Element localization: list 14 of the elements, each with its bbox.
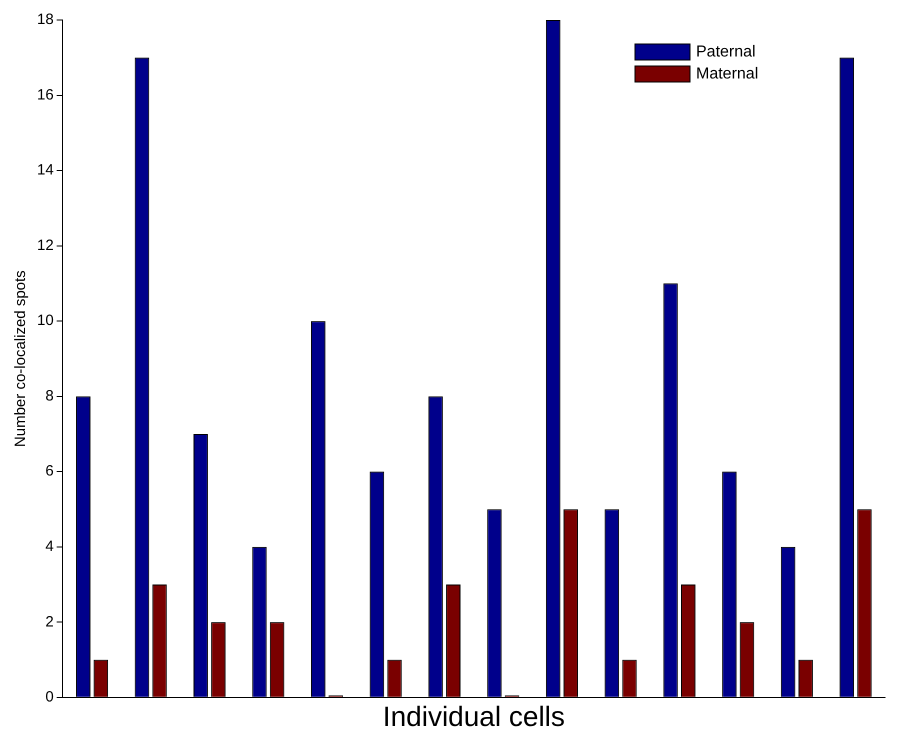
y-axis-title: Number co-localized spots [12, 270, 30, 448]
y-tick-label: 16 [36, 86, 54, 104]
legend-label: Maternal [696, 65, 758, 82]
y-tick-label: 6 [45, 462, 54, 480]
y-tick-label: 8 [45, 387, 54, 404]
x-axis-title: Individual cells [382, 700, 565, 732]
y-tick-label: 14 [36, 162, 54, 179]
y-tick-label: 0 [45, 688, 54, 706]
y-tick-label: 2 [45, 613, 54, 630]
y-tick-label: 4 [45, 538, 54, 556]
y-tick-label: 10 [36, 312, 54, 330]
y-tick-label: 18 [36, 11, 54, 28]
y-tick-label: 12 [36, 236, 54, 254]
legend-label: Paternal [696, 43, 756, 60]
